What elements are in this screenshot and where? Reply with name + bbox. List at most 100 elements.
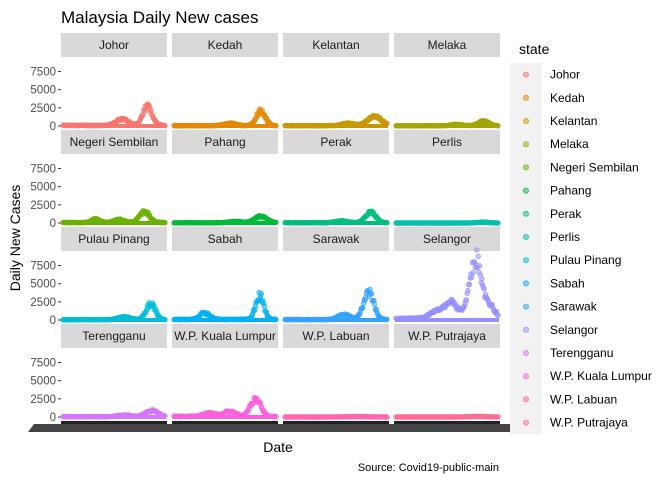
- legend-item-pulau-pinang: Pulau Pinang: [523, 253, 621, 267]
- legend-key: [523, 210, 530, 217]
- strip-label: W.P. Putrajaya: [408, 329, 486, 343]
- strip-background: [172, 227, 278, 251]
- baseline-band: [173, 221, 277, 225]
- strip-label: Sabah: [208, 232, 243, 246]
- legend-label: Melaka: [550, 137, 589, 151]
- strip-label: W.P. Kuala Lumpur: [174, 329, 276, 343]
- panel-w-p-labuan: W.P. Labuan: [282, 324, 390, 424]
- y-axis-title: Daily New Cases: [7, 185, 23, 292]
- panel-pahang: Pahang: [171, 130, 279, 226]
- data-point: [368, 291, 375, 297]
- legend-key: [523, 187, 530, 194]
- legend-item-johor: Johor: [523, 68, 580, 82]
- data-point: [477, 263, 483, 269]
- baseline-band: [62, 415, 166, 419]
- panel-sabah: Sabah: [171, 227, 279, 323]
- panel-kedah: Kedah: [171, 33, 279, 129]
- strip-label: Sarawak: [313, 232, 361, 246]
- legend-key: [523, 326, 530, 333]
- strip-label: Selangor: [423, 232, 471, 246]
- legend-item-kedah: Kedah: [523, 91, 585, 105]
- baseline-band: [395, 415, 499, 419]
- strip-label: Melaka: [428, 38, 467, 52]
- x-axis-tick-labels: [28, 424, 512, 432]
- baseline-band: [395, 124, 499, 128]
- x-axis-line: [394, 421, 500, 424]
- y-tick-label: 0: [50, 315, 56, 327]
- data-point: [474, 247, 480, 253]
- data-point: [251, 307, 258, 313]
- data-point: [261, 303, 267, 309]
- data-point: [465, 287, 471, 294]
- legend-item-sabah: Sabah: [523, 276, 585, 290]
- legend-key: [523, 396, 530, 403]
- y-tick-label: 7500: [30, 67, 56, 79]
- strip-background: [172, 324, 278, 348]
- baseline-band: [173, 415, 277, 419]
- data-point: [258, 291, 264, 297]
- strip-label: Kedah: [208, 38, 243, 52]
- strip-label: Perlis: [432, 135, 462, 149]
- strip-background: [394, 324, 500, 348]
- legend-label: W.P. Labuan: [550, 392, 617, 406]
- x-axis-line: [172, 421, 278, 424]
- strip-background: [394, 227, 500, 251]
- legend-items: Johor Kedah Kelantan Melaka Negeri Sembilan P…: [510, 63, 652, 435]
- y-tick-label: 0: [50, 218, 56, 230]
- chart-caption: Source: Covid19-public-main: [358, 462, 499, 474]
- legend-label: Pahang: [550, 184, 591, 198]
- panel-perlis: Perlis: [393, 130, 501, 226]
- strip-label: Johor: [99, 38, 129, 52]
- y-tick-label: 5000: [30, 85, 56, 97]
- x-axis-title: Date: [263, 439, 293, 455]
- data-point: [140, 112, 146, 118]
- legend-item-selangor: Selangor: [523, 323, 598, 337]
- panel-negeri-sembilan: Negeri Sembilan 0 2500 5000 7500: [30, 130, 168, 230]
- legend-item-perak: Perak: [523, 207, 582, 221]
- legend-key: [523, 94, 530, 101]
- y-tick-label: 7500: [30, 164, 56, 176]
- legend-label: Negeri Sembilan: [550, 160, 639, 174]
- legend-key: [523, 280, 530, 287]
- baseline-band: [284, 124, 388, 128]
- legend-label: Perlis: [550, 230, 580, 244]
- facet-panels: Johor 0 2500 5000 7500 Kedah Kelantan Melaka Neg…: [28, 33, 512, 432]
- legend-item-pahang: Pahang: [523, 184, 591, 198]
- legend-key: [523, 257, 530, 264]
- data-point: [371, 301, 378, 307]
- y-tick-label: 7500: [30, 358, 56, 370]
- strip-background: [283, 227, 389, 251]
- strip-background: [61, 227, 167, 251]
- strip-background: [283, 130, 389, 154]
- data-point: [466, 281, 473, 287]
- data-point: [468, 274, 475, 281]
- strip-background: [61, 324, 167, 348]
- baseline-band: [173, 124, 277, 128]
- y-tick-label: 2500: [30, 200, 56, 212]
- strip-background: [283, 33, 389, 57]
- legend: state Johor Kedah Kelantan Melaka Negeri Sem…: [510, 41, 652, 435]
- strip-background: [394, 130, 500, 154]
- legend-item-w-p-putrajaya: W.P. Putrajaya: [523, 416, 628, 430]
- strip-label: Terengganu: [82, 329, 145, 343]
- strip-label: Kelantan: [312, 38, 359, 52]
- panel-kelantan: Kelantan: [282, 33, 390, 129]
- panel-terengganu: Terengganu 0 2500 5000 7500: [30, 324, 168, 424]
- baseline-band: [395, 318, 499, 322]
- y-tick-label: 0: [50, 412, 56, 424]
- legend-label: Pulau Pinang: [550, 253, 621, 267]
- panel-perak: Perak: [282, 130, 390, 226]
- legend-label: Sarawak: [550, 300, 598, 314]
- strip-label: Pahang: [204, 135, 245, 149]
- panel-w-p-kuala-lumpur: W.P. Kuala Lumpur: [171, 324, 279, 424]
- baseline-band: [284, 415, 388, 419]
- legend-key: [523, 233, 530, 240]
- baseline-band: [62, 221, 166, 225]
- y-tick-label: 7500: [30, 261, 56, 273]
- legend-item-terengganu: Terengganu: [523, 346, 613, 360]
- data-point: [143, 107, 149, 114]
- legend-label: Terengganu: [550, 346, 613, 360]
- legend-item-perlis: Perlis: [523, 230, 580, 244]
- y-tick-label: 2500: [30, 103, 56, 115]
- x-axis-line: [61, 421, 167, 424]
